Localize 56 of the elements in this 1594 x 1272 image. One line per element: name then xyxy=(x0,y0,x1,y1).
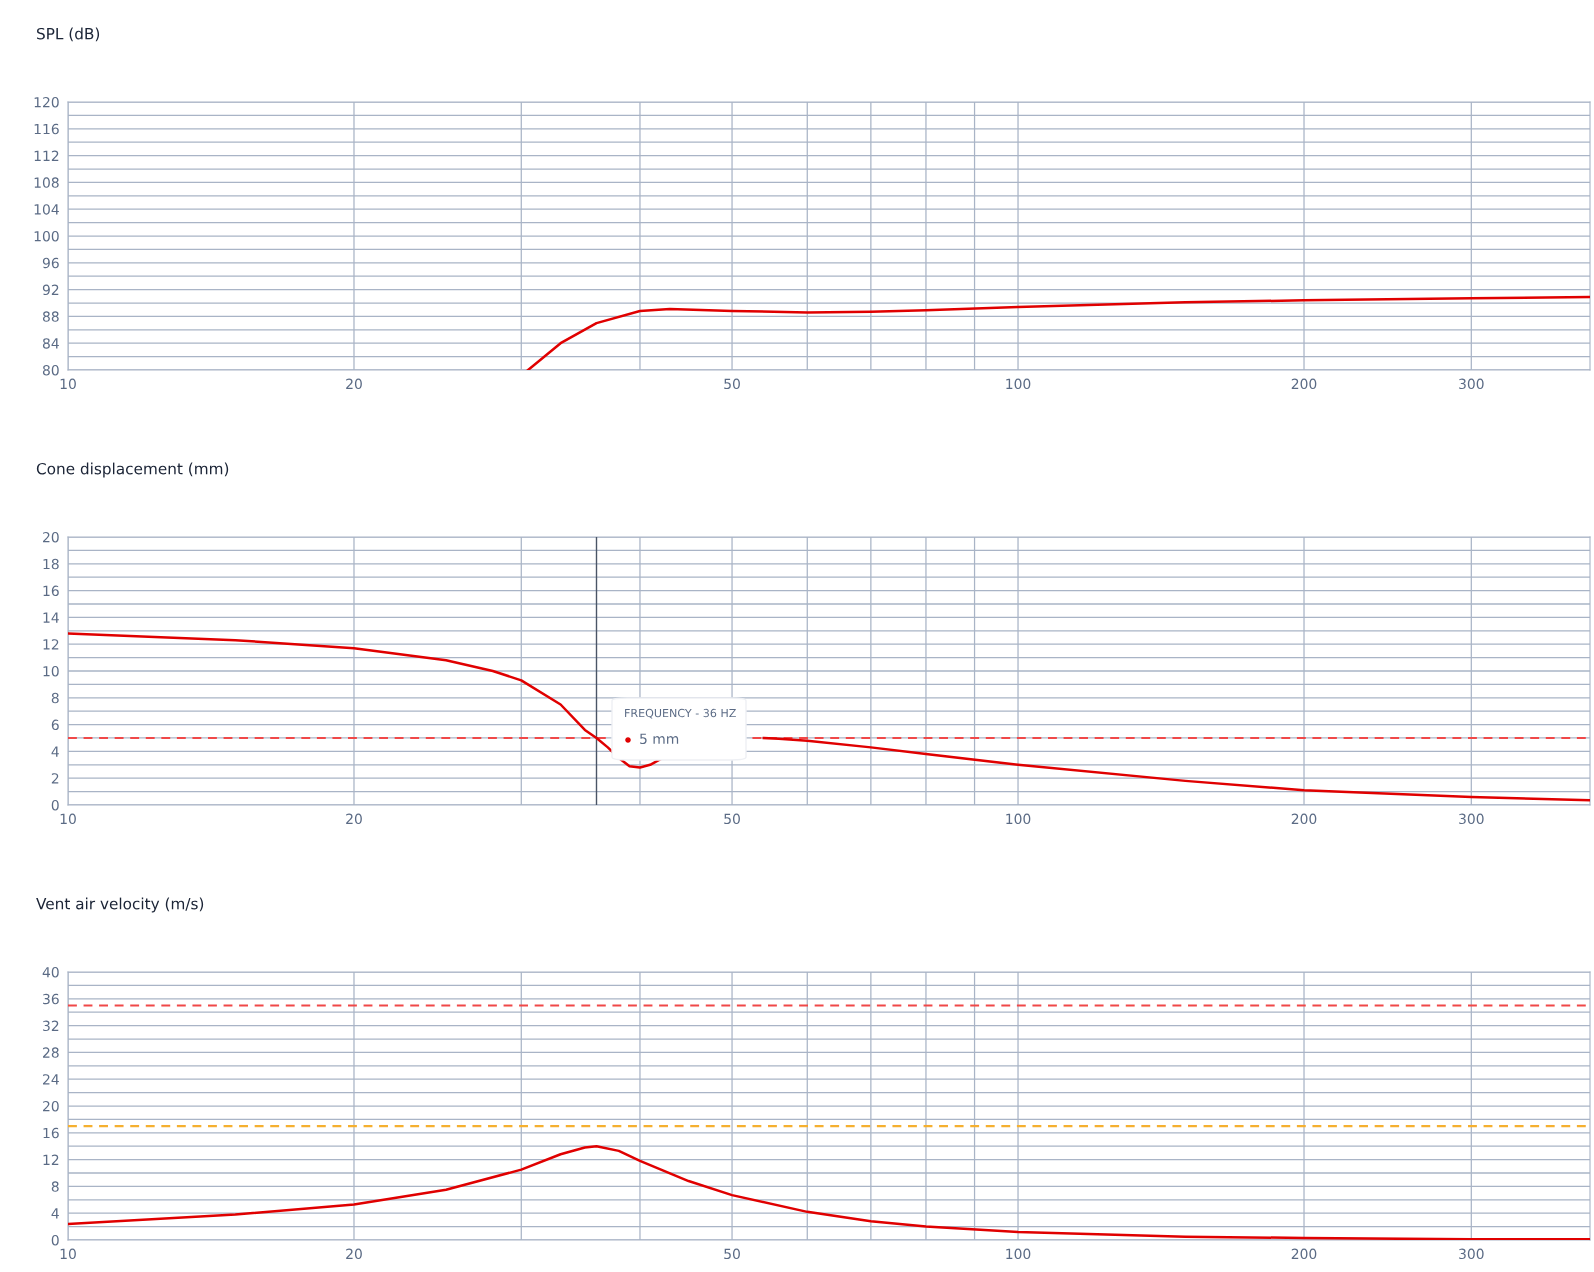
y-tick-label: 88 xyxy=(42,311,59,322)
y-tick-label: 20 xyxy=(43,531,59,543)
x-tick-label: 50 xyxy=(724,378,740,390)
x-tick-label: 300 xyxy=(1459,813,1484,825)
annotation: 5 mm xyxy=(640,733,679,745)
y-tick-label: 36 xyxy=(43,993,59,1005)
y-tick-label: 18 xyxy=(43,558,59,570)
x-tick-label: 20 xyxy=(346,378,362,390)
x-tick-label: 50 xyxy=(724,1248,740,1260)
y-tick-label: 0 xyxy=(51,799,59,811)
y-tick-label: 92 xyxy=(42,284,59,296)
y-tick-label: 96 xyxy=(42,257,59,269)
y-tick-label: 40 xyxy=(42,966,59,978)
x-tick-label: 50 xyxy=(724,813,740,825)
x-tick-label: 20 xyxy=(346,813,362,825)
y-tick-label: 0 xyxy=(51,1234,59,1246)
y-tick-label: 14 xyxy=(43,612,59,623)
y-tick-label: 32 xyxy=(43,1020,59,1032)
x-tick-label: 200 xyxy=(1291,813,1317,825)
x-tick-label: 200 xyxy=(1291,1248,1317,1260)
annotation: FREQUENCY - 36 HZ xyxy=(625,708,736,719)
y-tick-label: 10 xyxy=(43,665,59,677)
y-tick-label: 2 xyxy=(51,773,59,784)
y-tick-label: 112 xyxy=(34,150,59,161)
x-tick-label: 10 xyxy=(60,813,76,825)
y-tick-label: 84 xyxy=(42,338,59,349)
y-tick-label: 12 xyxy=(43,1154,59,1165)
y-tick-label: 104 xyxy=(34,204,59,215)
x-tick-label: 300 xyxy=(1459,1248,1484,1260)
y-tick-label: 4 xyxy=(51,1208,59,1219)
y-tick-label: 12 xyxy=(43,639,59,650)
chart-title: SPL (dB) xyxy=(37,27,100,42)
y-tick-label: 28 xyxy=(43,1047,59,1058)
y-tick-label: 100 xyxy=(34,230,59,242)
x-tick-label: 10 xyxy=(60,378,76,390)
x-tick-label: 20 xyxy=(346,1248,362,1260)
x-tick-label: 300 xyxy=(1459,378,1484,390)
x-tick-label: 10 xyxy=(60,1248,76,1260)
y-tick-label: 108 xyxy=(34,177,59,188)
y-tick-label: 8 xyxy=(51,692,59,704)
y-tick-label: 24 xyxy=(43,1074,59,1085)
y-tick-label: 8 xyxy=(51,1181,59,1192)
y-tick-label: 4 xyxy=(51,746,59,757)
x-tick-label: 100 xyxy=(1006,813,1031,825)
y-tick-label: 80 xyxy=(42,364,59,376)
x-tick-label: 100 xyxy=(1006,1248,1031,1260)
chart-title: Cone displacement (mm) xyxy=(36,462,229,478)
y-tick-label: 20 xyxy=(43,1100,59,1112)
y-tick-label: 6 xyxy=(51,719,59,731)
x-tick-label: 100 xyxy=(1006,378,1031,390)
x-tick-label: 200 xyxy=(1291,378,1317,390)
y-tick-label: 120 xyxy=(34,96,59,108)
chart-title: Vent air velocity (m/s) xyxy=(36,897,204,913)
y-tick-label: 16 xyxy=(43,1127,59,1139)
y-tick-label: 16 xyxy=(43,585,59,597)
y-tick-label: 116 xyxy=(34,123,59,135)
